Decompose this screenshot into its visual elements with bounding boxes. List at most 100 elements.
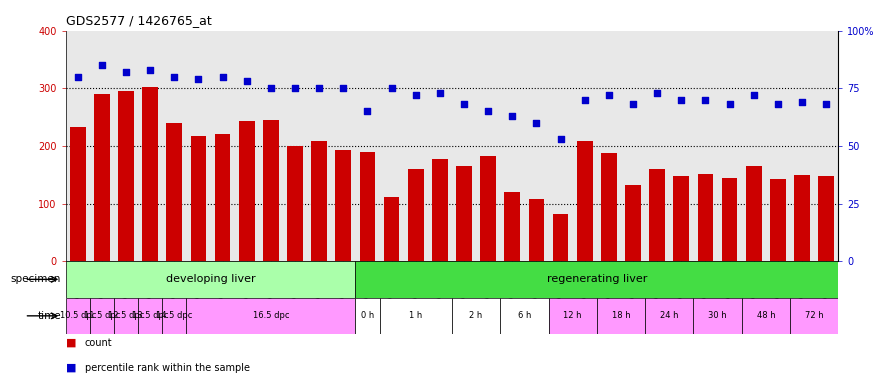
Point	[795, 99, 809, 105]
Bar	[335, 150, 351, 261]
Text: ■: ■	[66, 363, 76, 373]
Bar	[528, 199, 544, 261]
Bar	[214, 134, 230, 261]
Bar	[355, 261, 838, 298]
Bar	[625, 185, 640, 261]
Point	[675, 97, 689, 103]
Bar	[456, 166, 472, 261]
Text: 24 h: 24 h	[660, 311, 678, 320]
Text: regenerating liver: regenerating liver	[547, 274, 647, 285]
Point	[71, 74, 85, 80]
Text: 12 h: 12 h	[564, 311, 582, 320]
Text: 10.5 dpc: 10.5 dpc	[60, 311, 96, 320]
Bar	[191, 136, 206, 261]
Text: 16.5 dpc: 16.5 dpc	[253, 311, 289, 320]
Bar	[601, 153, 617, 261]
Bar	[794, 175, 810, 261]
Point	[144, 67, 158, 73]
Point	[698, 97, 712, 103]
Bar	[312, 141, 327, 261]
Point	[529, 120, 543, 126]
Bar	[597, 298, 645, 334]
Bar	[645, 298, 693, 334]
Bar	[697, 174, 713, 261]
Point	[385, 85, 399, 91]
Point	[264, 85, 278, 91]
Point	[409, 92, 423, 98]
Point	[723, 101, 737, 108]
Bar	[360, 152, 375, 261]
Bar	[355, 298, 380, 334]
Bar	[452, 298, 500, 334]
Text: 6 h: 6 h	[518, 311, 531, 320]
Bar	[380, 298, 452, 334]
Bar	[143, 87, 158, 261]
Point	[336, 85, 350, 91]
Bar	[239, 121, 255, 261]
Text: 14.5 dpc: 14.5 dpc	[156, 311, 192, 320]
Bar	[138, 298, 162, 334]
Point	[746, 92, 760, 98]
Bar	[114, 298, 138, 334]
Bar	[577, 141, 592, 261]
Bar	[505, 192, 520, 261]
Text: 11.5 dpc: 11.5 dpc	[84, 311, 120, 320]
Point	[481, 108, 495, 114]
Point	[360, 108, 374, 114]
Bar	[118, 91, 134, 261]
Text: 30 h: 30 h	[708, 311, 727, 320]
Bar	[722, 177, 738, 261]
Text: percentile rank within the sample: percentile rank within the sample	[85, 363, 250, 373]
Bar	[790, 298, 838, 334]
Bar	[549, 298, 597, 334]
Point	[505, 113, 519, 119]
Bar	[166, 123, 182, 261]
Point	[288, 85, 302, 91]
Point	[771, 101, 785, 108]
Bar	[287, 146, 303, 261]
Bar	[674, 176, 690, 261]
Point	[433, 90, 447, 96]
Text: 72 h: 72 h	[805, 311, 823, 320]
Bar	[408, 169, 423, 261]
Text: 0 h: 0 h	[360, 311, 374, 320]
Bar	[500, 298, 549, 334]
Bar	[553, 214, 569, 261]
Bar	[742, 298, 790, 334]
Point	[240, 78, 254, 84]
Bar	[90, 298, 114, 334]
Bar	[480, 156, 496, 261]
Point	[554, 136, 568, 142]
Point	[819, 101, 833, 108]
Text: specimen: specimen	[10, 274, 61, 285]
Bar	[66, 261, 355, 298]
Point	[312, 85, 326, 91]
Text: GDS2577 / 1426765_at: GDS2577 / 1426765_at	[66, 14, 212, 27]
Bar	[186, 298, 355, 334]
Text: 48 h: 48 h	[757, 311, 775, 320]
Point	[119, 69, 133, 75]
Bar	[66, 298, 90, 334]
Point	[602, 92, 616, 98]
Bar	[94, 94, 109, 261]
Point	[626, 101, 640, 108]
Bar	[384, 197, 399, 261]
Point	[167, 74, 181, 80]
Bar	[693, 298, 742, 334]
Text: 2 h: 2 h	[470, 311, 483, 320]
Point	[650, 90, 664, 96]
Bar	[162, 298, 186, 334]
Text: 12.5 dpc: 12.5 dpc	[108, 311, 144, 320]
Bar	[818, 177, 834, 261]
Text: 13.5 dpc: 13.5 dpc	[132, 311, 168, 320]
Point	[215, 74, 229, 80]
Point	[457, 101, 471, 108]
Text: ■: ■	[66, 338, 76, 348]
Bar	[432, 159, 448, 261]
Point	[94, 62, 108, 68]
Text: count: count	[85, 338, 113, 348]
Point	[192, 76, 206, 82]
Text: developing liver: developing liver	[165, 274, 256, 285]
Text: 18 h: 18 h	[612, 311, 630, 320]
Point	[578, 97, 592, 103]
